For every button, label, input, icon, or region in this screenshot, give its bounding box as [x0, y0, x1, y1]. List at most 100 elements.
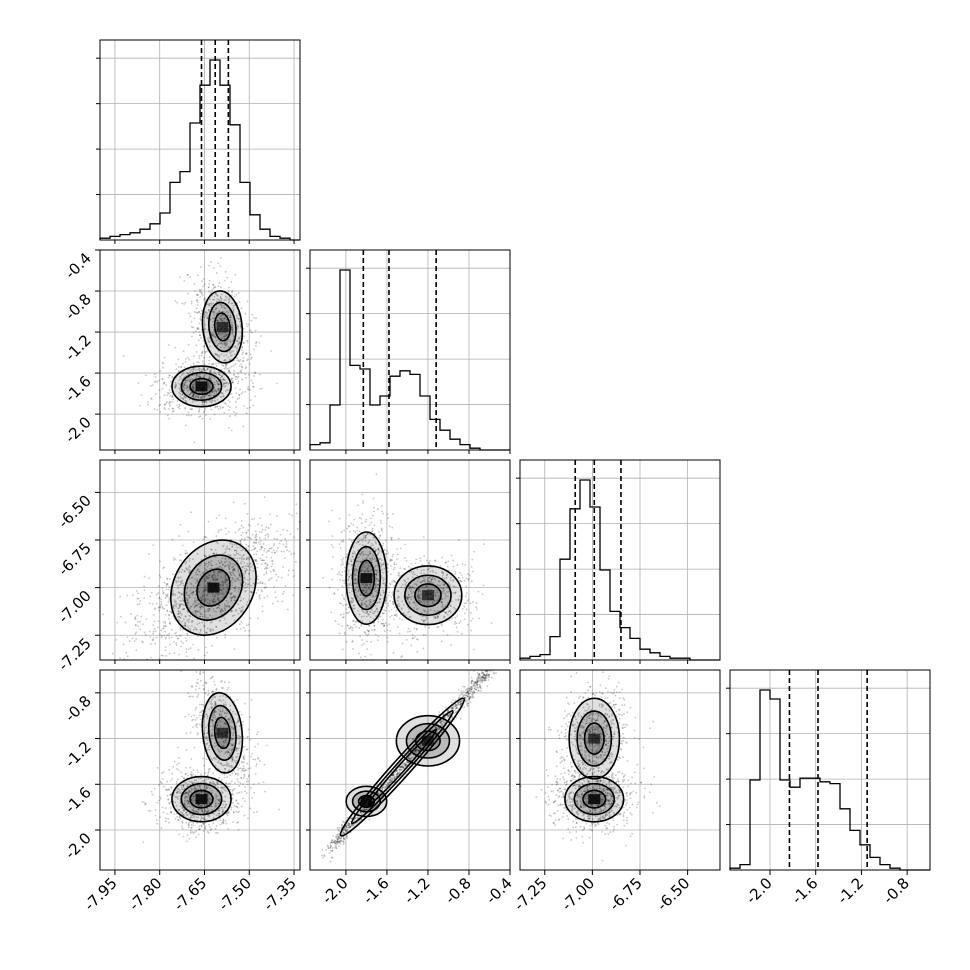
sample-point — [354, 589, 357, 591]
sample-point — [369, 584, 371, 587]
sample-point — [222, 335, 225, 338]
sample-point — [177, 580, 180, 583]
sample-point — [295, 503, 298, 506]
sample-point — [455, 622, 458, 624]
sample-point — [134, 617, 137, 620]
sample-point — [216, 593, 219, 596]
sample-point — [417, 595, 419, 598]
sample-point — [261, 559, 264, 562]
sample-point — [401, 584, 404, 586]
sample-point — [372, 595, 374, 597]
sample-point — [202, 757, 205, 760]
sample-point — [182, 618, 185, 621]
sample-point — [234, 387, 237, 389]
sample-point — [226, 564, 229, 566]
sample-point — [209, 371, 212, 374]
sample-point — [208, 341, 211, 344]
sample-point — [262, 543, 265, 545]
sample-point — [220, 319, 223, 322]
sample-point — [375, 602, 378, 605]
sample-point — [381, 568, 383, 571]
sample-point — [233, 554, 236, 556]
sample-point — [168, 599, 170, 601]
sample-point — [145, 685, 147, 687]
sample-point — [361, 513, 364, 515]
sample-point — [176, 301, 178, 304]
sample-point — [210, 560, 213, 562]
sample-point — [237, 342, 240, 345]
sample-point — [212, 302, 215, 305]
sample-point — [219, 297, 222, 300]
sample-point — [181, 397, 184, 400]
sample-point — [186, 552, 189, 555]
sample-point — [160, 598, 163, 601]
sample-point — [211, 310, 214, 313]
sample-point — [216, 592, 219, 595]
sample-point — [374, 587, 377, 589]
sample-point — [408, 586, 411, 589]
sample-point — [191, 378, 193, 380]
sample-point — [215, 365, 218, 367]
sample-point — [181, 608, 184, 611]
sample-point — [367, 555, 370, 558]
sample-point — [178, 577, 180, 579]
sample-point — [229, 352, 232, 355]
sample-point — [192, 807, 195, 810]
sample-point — [358, 578, 361, 581]
sample-point — [177, 819, 180, 822]
sample-point — [411, 586, 414, 588]
axes-frame — [309, 249, 511, 451]
sample-point — [351, 629, 354, 631]
sample-point — [199, 615, 201, 618]
sample-point — [217, 750, 220, 752]
sample-point — [225, 345, 228, 347]
sample-point — [214, 802, 217, 805]
sample-point — [369, 674, 371, 676]
sample-point — [441, 603, 444, 606]
sample-point — [343, 598, 346, 601]
sample-point — [233, 295, 236, 298]
sample-point — [178, 789, 181, 792]
sample-point — [173, 604, 175, 607]
sample-point — [193, 606, 196, 609]
sample-point — [196, 573, 199, 576]
sample-point — [201, 395, 204, 398]
sample-point — [157, 592, 160, 594]
sample-point — [203, 283, 206, 286]
sample-point — [354, 573, 357, 575]
sample-point — [359, 656, 362, 659]
sample-point — [243, 553, 245, 556]
sample-point — [196, 568, 199, 571]
sample-point — [184, 399, 187, 402]
sample-point — [365, 588, 368, 591]
sample-point — [183, 809, 185, 812]
sample-point — [212, 629, 215, 632]
sample-point — [229, 592, 232, 595]
sample-point — [438, 580, 441, 583]
sample-point — [348, 611, 350, 614]
sample-point — [208, 573, 211, 576]
sample-point — [152, 603, 154, 605]
sample-point — [282, 593, 284, 595]
sample-point — [406, 631, 409, 633]
sample-point — [205, 737, 208, 740]
sample-point — [261, 387, 263, 390]
sample-point — [332, 546, 335, 548]
sample-point — [204, 588, 207, 591]
sample-point — [379, 558, 382, 560]
sample-point — [206, 350, 209, 352]
sample-point — [184, 802, 186, 804]
sample-point — [166, 610, 169, 613]
sample-point — [184, 615, 187, 618]
sample-point — [421, 563, 424, 566]
sample-point — [193, 787, 196, 790]
sample-point — [132, 594, 134, 597]
sample-point — [188, 557, 191, 560]
sample-point — [198, 570, 201, 573]
sample-point — [224, 557, 227, 560]
sample-point — [409, 590, 412, 593]
sample-point — [393, 584, 395, 587]
sample-point — [235, 376, 238, 378]
sample-point — [368, 583, 371, 586]
